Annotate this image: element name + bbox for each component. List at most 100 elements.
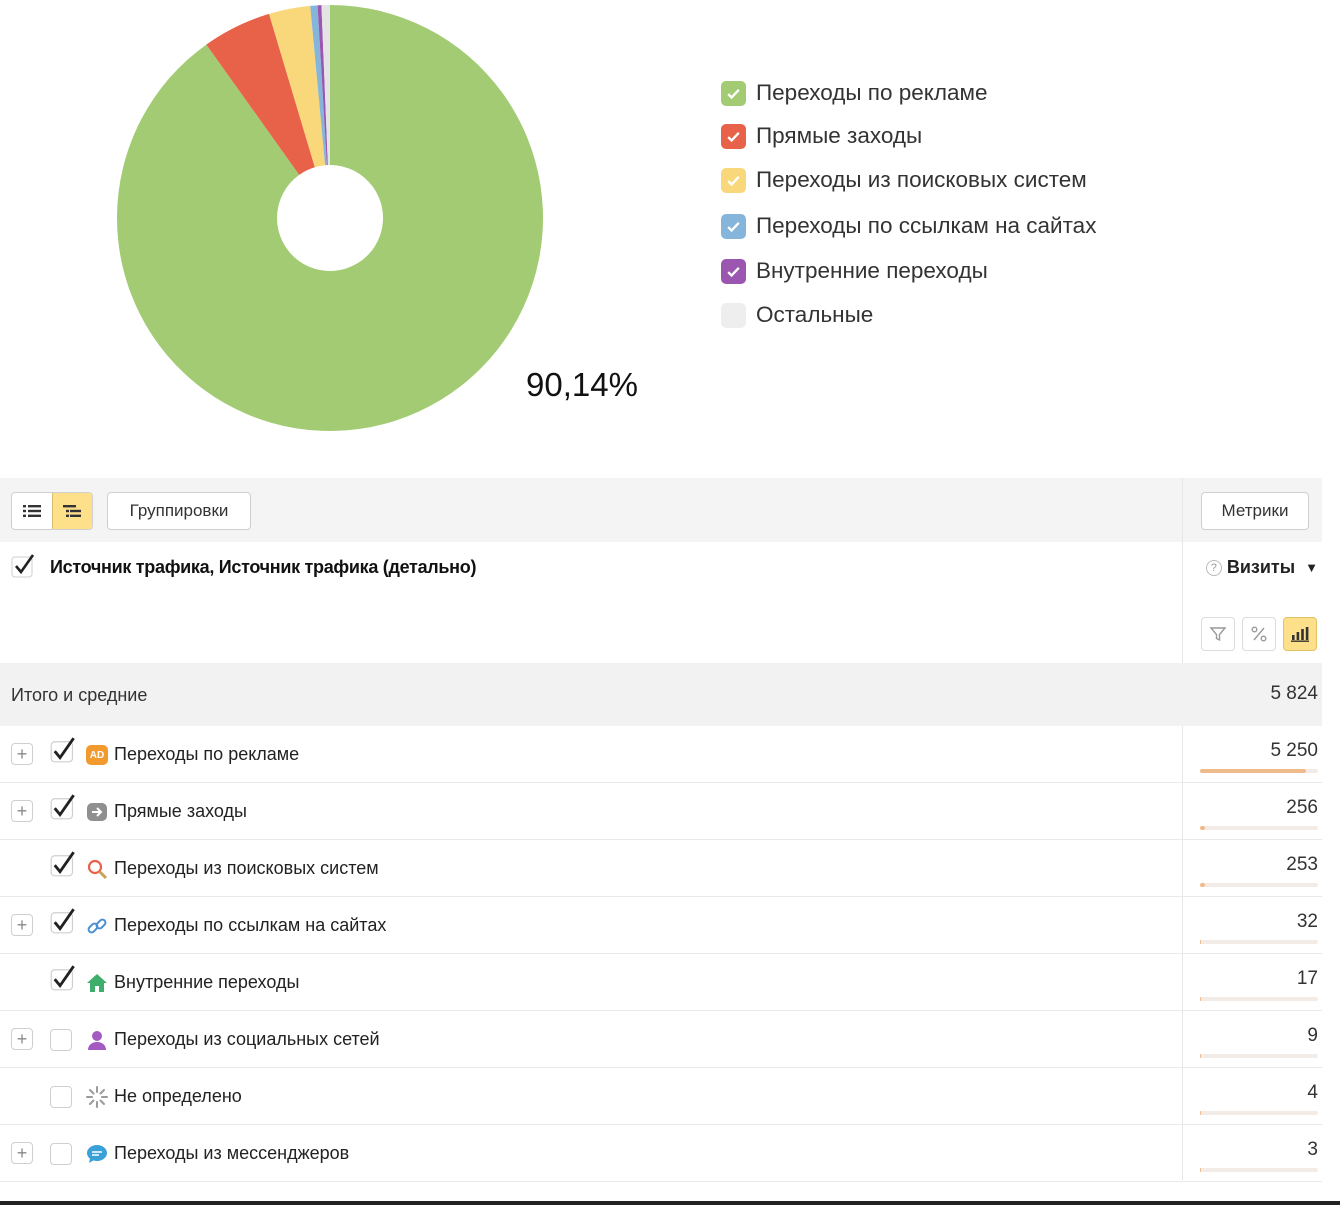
row-label[interactable]: Не определено	[114, 1086, 242, 1106]
row-value: 9	[1307, 1025, 1318, 1046]
totals-row: Итого и средние 5 824	[0, 663, 1322, 726]
legend-item[interactable]: Прямые заходы	[721, 121, 922, 151]
bar-chart-icon	[1291, 627, 1309, 642]
donut-slice[interactable]	[116, 5, 543, 431]
messenger-icon	[85, 1142, 109, 1166]
select-all-checkbox[interactable]	[11, 553, 37, 579]
row-checkbox[interactable]	[50, 737, 76, 763]
expand-button[interactable]: +	[11, 800, 33, 822]
ad-icon: AD	[85, 743, 109, 767]
row-value: 5 250	[1270, 740, 1318, 761]
legend-label: Переходы из поисковых систем	[756, 167, 1087, 192]
row-checkbox[interactable]	[50, 1143, 72, 1165]
metrics-button[interactable]: Метрики	[1201, 492, 1309, 530]
legend-item[interactable]: Переходы по ссылкам на сайтах	[721, 211, 1096, 241]
social-icon	[85, 1028, 109, 1052]
help-icon[interactable]: ?	[1205, 559, 1222, 576]
filter-icon	[1209, 627, 1227, 642]
row-checkbox[interactable]	[50, 794, 76, 820]
checkmark-icon	[727, 175, 740, 186]
legend-item[interactable]: Внутренние переходы	[721, 256, 988, 286]
undefined-icon	[85, 1085, 109, 1109]
row-value: 32	[1296, 911, 1318, 932]
donut-slice[interactable]	[206, 13, 315, 175]
row-value: 253	[1286, 854, 1318, 875]
expand-button[interactable]: +	[11, 743, 33, 765]
social-glyph	[88, 1031, 106, 1050]
share-bar-fill	[1200, 940, 1202, 944]
direct-entry-icon	[85, 800, 109, 824]
bottom-border	[0, 1201, 1340, 1205]
row-label[interactable]: Прямые заходы	[114, 801, 247, 821]
legend-swatch[interactable]	[721, 302, 746, 328]
totals-label: Итого и средние	[11, 685, 148, 705]
legend-swatch[interactable]	[721, 80, 746, 106]
donut-slice[interactable]	[269, 5, 326, 168]
row-label[interactable]: Переходы из социальных сетей	[114, 1029, 380, 1049]
metric-column-divider	[1182, 478, 1183, 1180]
donut-slice[interactable]	[317, 5, 328, 166]
legend-swatch[interactable]	[721, 258, 746, 284]
share-bar-fill	[1200, 997, 1202, 1001]
bar-chart-button[interactable]	[1283, 617, 1317, 651]
tree-view-button[interactable]	[51, 493, 92, 529]
expand-button[interactable]: +	[11, 1028, 33, 1050]
share-bar-track	[1200, 883, 1318, 887]
table-row[interactable]: Внутренние переходы 17	[0, 954, 1322, 1011]
donut-slice[interactable]	[321, 5, 330, 166]
direct-entry-glyph	[87, 803, 107, 821]
share-bar-fill	[1200, 1168, 1202, 1172]
table-row[interactable]: + AD Переходы по рекламе 5 250	[0, 726, 1322, 783]
row-checkbox[interactable]	[50, 1029, 72, 1051]
sort-caret-icon[interactable]: ▼	[1305, 560, 1318, 575]
table-row[interactable]: + Переходы из социальных сетей 9	[0, 1011, 1322, 1068]
legend-swatch[interactable]	[721, 213, 746, 239]
table-row[interactable]: + Переходы по ссылкам на сайтах 32	[0, 897, 1322, 954]
checkmark-icon	[727, 131, 740, 142]
row-value: 256	[1286, 797, 1318, 818]
ad-badge: AD	[86, 745, 108, 765]
legend-item[interactable]: Переходы из поисковых систем	[721, 165, 1087, 195]
filter-button[interactable]	[1201, 617, 1235, 651]
percent-button[interactable]	[1242, 617, 1276, 651]
metric-header[interactable]: ? Визиты ▼	[1205, 557, 1318, 578]
legend-label: Переходы по ссылкам на сайтах	[756, 213, 1097, 238]
row-label[interactable]: Внутренние переходы	[114, 972, 300, 992]
legend-swatch[interactable]	[721, 123, 746, 149]
row-label[interactable]: Переходы из мессенджеров	[114, 1143, 350, 1163]
table-row[interactable]: + Переходы из мессенджеров 3	[0, 1125, 1322, 1182]
row-value: 4	[1307, 1082, 1318, 1103]
link-icon	[85, 914, 109, 938]
largest-slice-annotation: 90,14%	[526, 366, 638, 403]
row-label[interactable]: Переходы по ссылкам на сайтах	[114, 915, 387, 935]
list-view-button[interactable]	[12, 493, 52, 529]
row-checkbox[interactable]	[50, 851, 76, 877]
legend-label: Внутренние переходы	[756, 258, 988, 283]
row-label[interactable]: Переходы из поисковых систем	[114, 858, 379, 878]
groupings-button[interactable]: Группировки	[107, 492, 251, 530]
donut-slice[interactable]	[310, 5, 327, 166]
expand-button[interactable]: +	[11, 914, 33, 936]
share-bar-fill	[1200, 1111, 1202, 1115]
row-label[interactable]: Переходы по рекламе	[114, 744, 300, 764]
dimension-header[interactable]: Источник трафика, Источник трафика (дета…	[50, 557, 477, 577]
search-icon	[85, 857, 109, 881]
legend-item[interactable]: Переходы по рекламе	[721, 78, 987, 108]
row-checkbox[interactable]	[50, 908, 76, 934]
table-row[interactable]: Переходы из поисковых систем 253	[0, 840, 1322, 897]
link-glyph	[87, 918, 107, 934]
table-row[interactable]: Не определено 4	[0, 1068, 1322, 1125]
table-row[interactable]: + Прямые заходы 256	[0, 783, 1322, 840]
row-checkbox[interactable]	[50, 965, 76, 991]
legend-swatch[interactable]	[721, 167, 746, 193]
expand-button[interactable]: +	[11, 1142, 33, 1164]
row-checkbox[interactable]	[50, 1086, 72, 1108]
view-mode-switch	[11, 492, 93, 530]
share-bar-track	[1200, 826, 1318, 830]
legend-label: Остальные	[756, 302, 874, 327]
speech-bubble-glyph	[87, 1145, 107, 1163]
share-bar-track	[1200, 997, 1318, 1001]
legend-item[interactable]: Остальные	[721, 300, 873, 330]
percent-icon	[1251, 626, 1267, 642]
metric-name: Визиты	[1226, 557, 1296, 577]
